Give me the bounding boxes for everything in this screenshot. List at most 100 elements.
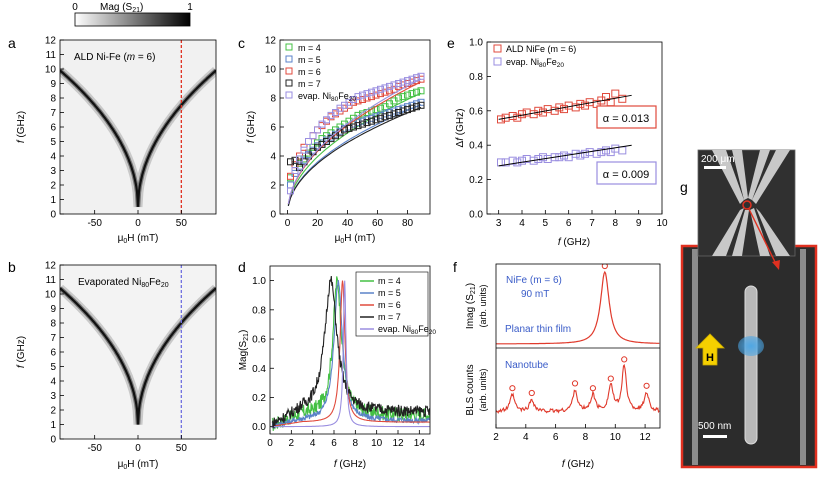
panel-c-point (309, 132, 317, 140)
panel-a-ylabel: f (GHz) (16, 111, 27, 143)
legend-label: m = 5 (298, 55, 321, 65)
panel-f-top-ylabel: Imag (S21) (465, 283, 477, 329)
panel-e-point (618, 146, 627, 155)
panel-a-xtick-label: 50 (176, 218, 188, 229)
panel-a-sample-label: ALD Ni-Fe (m = 6) (74, 52, 155, 63)
scale-label-top: 200 μm (701, 154, 735, 165)
panel-f-xtick-label: 10 (610, 432, 622, 443)
nanotube (744, 285, 758, 445)
panel-d-xtick-label: 0 (267, 438, 273, 449)
panel-c-point (359, 120, 366, 128)
panel-c-point (359, 110, 366, 118)
panel-e-xtick-label: 9 (636, 218, 642, 229)
panel-c-point (345, 124, 353, 132)
panel-b-ylabel: f (GHz) (16, 336, 27, 368)
legend-marker (285, 91, 293, 99)
panel-f-bottom-peak-marker (528, 389, 535, 397)
panel-c-point (300, 146, 308, 154)
panel-c-point (291, 156, 299, 164)
panel-d-ytick-label: 0.2 (252, 393, 266, 404)
scale-label-bottom: 500 nm (698, 421, 731, 432)
panel-f-xtick-label: 6 (553, 432, 559, 443)
panel-a-xtick-label: -50 (87, 218, 102, 229)
panel-c-point (318, 122, 326, 130)
panel-c-point (368, 117, 375, 125)
panel-a-ytick-label: 0 (50, 210, 56, 221)
panel-c-point (309, 132, 317, 140)
panel-c-xtick-label: 0 (285, 218, 291, 229)
panel-d-xtick-label: 10 (371, 438, 383, 449)
panel-f-bottom-ylabel: BLS counts (465, 364, 476, 415)
panel-c-ytick-label: 12 (265, 36, 277, 47)
panel-a-ytick-label: 8 (50, 94, 56, 105)
panel-c-point (354, 93, 362, 101)
field-label: H (706, 352, 714, 364)
electrode-right (800, 249, 806, 465)
panel-c-point (395, 94, 402, 102)
panel-b-ytick-label: 5 (50, 362, 56, 373)
legend-label: evap. Ni80Fe20 (506, 57, 564, 69)
legend-label: m = 6 (378, 300, 401, 310)
panel-d-line: 0 2 4 6 8 10 12 14 0.0 0.2 0.4 0.6 0.8 1.0 m = 4 m = 5… (238, 265, 436, 470)
colorbar: 0 1 Mag (S21) (72, 2, 193, 27)
panel-b-sample-label: Evaporated Ni80Fe20 (78, 277, 169, 289)
panel-c-ytick-label: 6 (270, 123, 276, 134)
panel-c-point (332, 109, 339, 116)
field-arrow-icon (695, 333, 725, 366)
panel-c-fit-line (287, 104, 422, 206)
panel-c-point (287, 172, 294, 180)
legend-marker (285, 67, 293, 75)
panel-c-point (372, 87, 380, 95)
panel-c-point (381, 84, 389, 92)
panel-c-xlabel: μ0H (mT) (335, 233, 376, 245)
panel-c-point (305, 138, 312, 145)
panel-f-bottom-ylabel-units: (arb. units) (478, 368, 488, 411)
panel-e-xlabel: f (GHz) (558, 237, 590, 248)
panel-f-xtick-label: 8 (583, 432, 589, 443)
panel-a-ytick-label: 7 (50, 108, 56, 119)
legend-label: m = 7 (378, 312, 401, 322)
panel-e-point (539, 153, 547, 162)
panel-label-e: e (447, 35, 455, 51)
panel-f-top-peak-marker (601, 264, 608, 270)
panel-c-point (399, 93, 407, 101)
panel-c-point (408, 75, 416, 83)
colorbar-min: 0 (72, 2, 78, 13)
panel-f-nanotube-label: Nanotube (505, 360, 549, 371)
legend-marker (285, 43, 293, 51)
panel-c-fit-line (287, 106, 422, 207)
panel-d-legend-box (355, 271, 429, 337)
panel-b-ytick-label: 2 (50, 406, 56, 417)
panel-label-b: b (8, 259, 16, 275)
panel-c-ytick-label: 2 (270, 181, 276, 192)
inset-highlight-circle (742, 200, 752, 210)
panel-b-resonance-curve (60, 287, 216, 425)
legend-marker (285, 55, 293, 63)
panel-c-point (404, 77, 411, 85)
panel-f-field-label: 90 mT (521, 289, 549, 300)
panel-d-series-line (272, 280, 430, 427)
panel-e-xtick-label: 10 (656, 218, 668, 229)
panel-e-point (611, 89, 620, 98)
panel-c-point (395, 80, 402, 87)
panel-d-ytick-label: 0.4 (252, 364, 266, 375)
panel-b-xlabel: μ0H (mT) (118, 459, 159, 471)
panel-c-point (318, 120, 326, 128)
panel-c-point (386, 111, 393, 119)
panel-c-point (408, 90, 416, 98)
panel-f-xlabel: f (GHz) (562, 459, 594, 470)
panel-d-series-line (272, 280, 430, 428)
colorbar-label: Mag (S21) (100, 2, 143, 14)
panel-g-micrograph: H 500 nm 200 μm (680, 149, 818, 469)
panel-e-point (618, 94, 627, 103)
panel-d-xtick-label: 6 (331, 438, 337, 449)
panel-d-xlabel: f (GHz) (334, 459, 366, 470)
panel-c-ylabel: f (GHz) (246, 111, 257, 143)
panel-c-point (354, 122, 362, 130)
panel-e-xtick-label: 8 (613, 218, 619, 229)
panel-e-point (518, 156, 526, 165)
panel-c-point (287, 174, 294, 182)
panel-f-film-label: Planar thin film (505, 324, 571, 335)
